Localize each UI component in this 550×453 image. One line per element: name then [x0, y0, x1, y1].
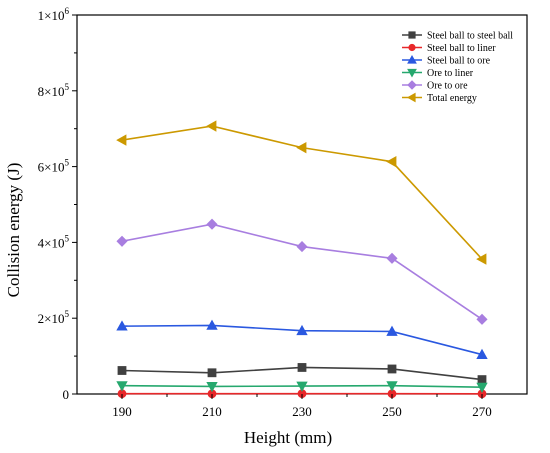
y-axis-title: Collision energy (J) — [4, 163, 23, 298]
series-1 — [117, 389, 487, 399]
legend-item: Steel ball to liner — [402, 43, 496, 54]
legend-item: Steel ball to steel ball — [402, 31, 513, 42]
data-point — [116, 381, 128, 392]
legend-item: Steel ball to ore — [402, 54, 491, 67]
series-5 — [116, 120, 487, 265]
y-tick-label: 2×105 — [38, 309, 70, 326]
data-point — [386, 325, 398, 336]
x-tick-label: 190 — [112, 404, 132, 419]
y-tick-label: 8×105 — [38, 82, 70, 99]
series-line — [121, 223, 483, 320]
legend-marker — [407, 80, 417, 90]
y-tick-label: 6×105 — [38, 158, 70, 175]
x-tick-label: 230 — [292, 404, 312, 419]
legend-marker — [407, 68, 417, 78]
legend-item: Ore to liner — [402, 68, 474, 79]
data-point — [476, 313, 488, 325]
series-4 — [116, 218, 488, 325]
data-point — [386, 155, 397, 168]
y-tick-label: 0 — [63, 387, 70, 402]
legend-label: Total energy — [427, 93, 477, 104]
data-point — [117, 366, 127, 375]
data-point — [206, 218, 218, 230]
data-point — [476, 253, 487, 265]
data-point — [477, 375, 487, 384]
data-point — [296, 324, 308, 336]
y-tick-label: 4×105 — [38, 233, 70, 250]
data-point — [296, 141, 307, 154]
legend-item: Ore to ore — [402, 80, 468, 92]
x-axis-title: Height (mm) — [244, 428, 332, 447]
x-tick-label: 210 — [202, 404, 222, 419]
x-tick-label: 250 — [382, 404, 402, 419]
data-point — [116, 134, 127, 146]
series-0 — [117, 363, 487, 384]
series-2 — [116, 319, 488, 359]
data-point — [206, 319, 218, 330]
legend-label: Ore to ore — [427, 81, 468, 92]
legend-marker — [406, 92, 416, 103]
data-point — [296, 381, 308, 392]
data-point — [116, 235, 128, 247]
data-point — [206, 382, 218, 393]
legend-marker — [408, 43, 416, 52]
series-3 — [116, 381, 488, 394]
data-point — [296, 241, 308, 253]
data-point — [116, 320, 128, 331]
legend-item: Total energy — [402, 92, 477, 104]
legend-marker — [408, 31, 416, 39]
legend-label: Steel ball to steel ball — [427, 31, 513, 42]
data-point — [386, 252, 398, 264]
legend-label: Steel ball to liner — [427, 43, 496, 54]
data-point — [386, 381, 398, 392]
data-point — [476, 382, 488, 394]
legend-label: Ore to liner — [427, 68, 474, 79]
data-point — [387, 364, 397, 374]
data-point — [476, 348, 488, 359]
legend-label: Steel ball to ore — [427, 56, 491, 67]
y-tick-label: 1×106 — [38, 6, 70, 23]
data-point — [207, 368, 217, 378]
data-point — [297, 363, 307, 372]
legend-marker — [407, 54, 417, 64]
data-point — [206, 120, 217, 132]
x-tick-label: 270 — [472, 404, 492, 419]
